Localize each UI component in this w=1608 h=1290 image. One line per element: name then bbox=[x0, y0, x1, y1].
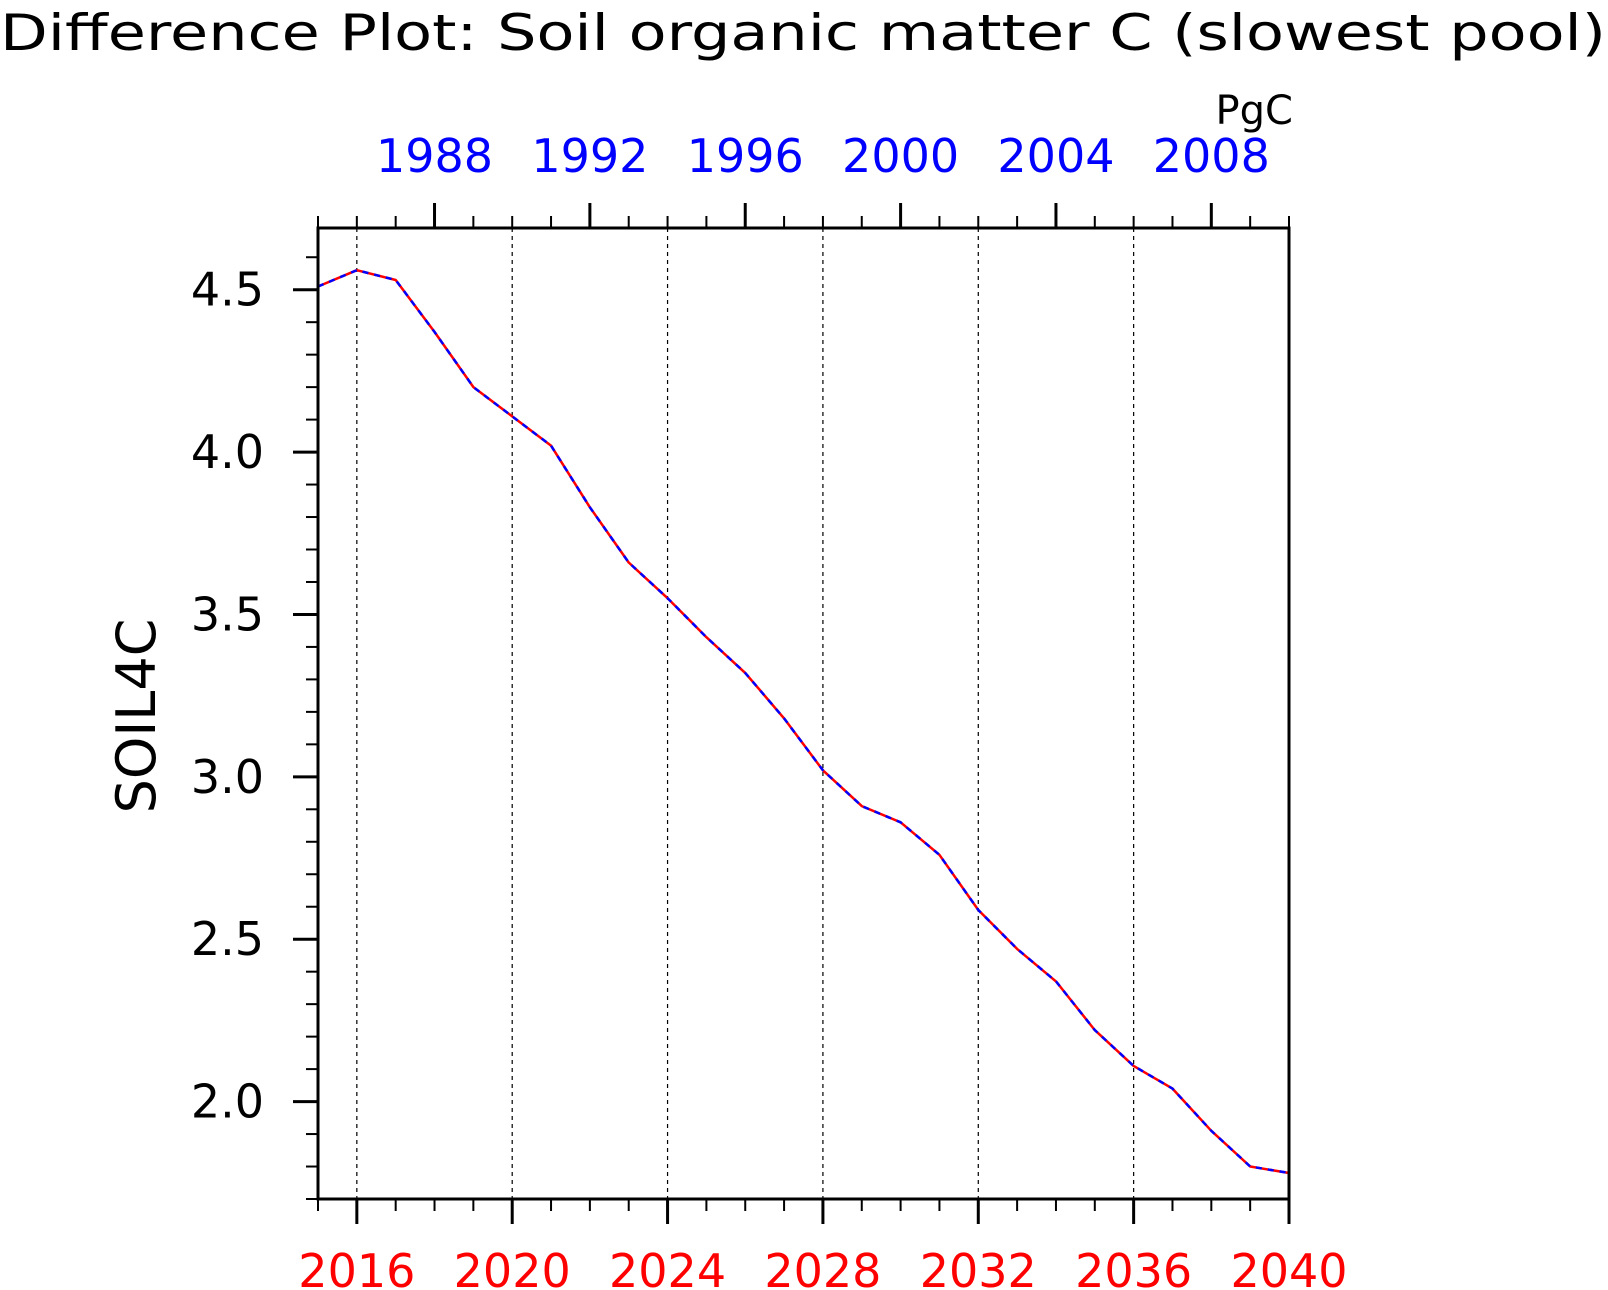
y-tick-label: 3.5 bbox=[191, 587, 264, 641]
series-line-1 bbox=[317, 268, 1290, 1175]
data-series bbox=[317, 268, 1290, 1175]
x-top-tick-label: 2004 bbox=[997, 129, 1114, 183]
x-top-tick-label: 2000 bbox=[842, 129, 959, 183]
x-bottom-tick-label: 2016 bbox=[298, 1244, 415, 1290]
plot-area-frame bbox=[316, 226, 1291, 1201]
x-top-tick-label: 2008 bbox=[1153, 129, 1270, 183]
x-top-tick-label: 1992 bbox=[531, 129, 648, 183]
x-top-tick-label: 1996 bbox=[687, 129, 804, 183]
x-bottom-tick-label: 2020 bbox=[454, 1244, 571, 1290]
y-tick-label: 3.0 bbox=[191, 750, 264, 804]
y-tick-label: 2.0 bbox=[191, 1075, 264, 1129]
y-axis-label: SOIL4C bbox=[105, 619, 168, 814]
x-bottom-tick-label: 2032 bbox=[920, 1244, 1037, 1290]
y-tick-label: 4.5 bbox=[191, 263, 264, 317]
x-bottom-tick-label: 2040 bbox=[1230, 1244, 1347, 1290]
series-line-2 bbox=[317, 268, 1290, 1175]
tick-labels: 2016 2020 2024 2028 2032 2036 2040 1988 1992 1996… bbox=[191, 129, 1348, 1290]
y-tick-label: 2.5 bbox=[191, 912, 264, 966]
units-label: PgC bbox=[1216, 88, 1293, 134]
axis-ticks bbox=[293, 203, 1291, 1224]
gridlines bbox=[356, 228, 1135, 1199]
chart-title: Difference Plot: Soil organic matter C (… bbox=[0, 4, 1606, 62]
x-bottom-tick-label: 2036 bbox=[1075, 1244, 1192, 1290]
y-tick-label: 4.0 bbox=[191, 425, 264, 479]
x-bottom-tick-label: 2028 bbox=[764, 1244, 881, 1290]
x-bottom-tick-label: 2024 bbox=[609, 1244, 726, 1290]
x-top-tick-label: 1988 bbox=[376, 129, 493, 183]
